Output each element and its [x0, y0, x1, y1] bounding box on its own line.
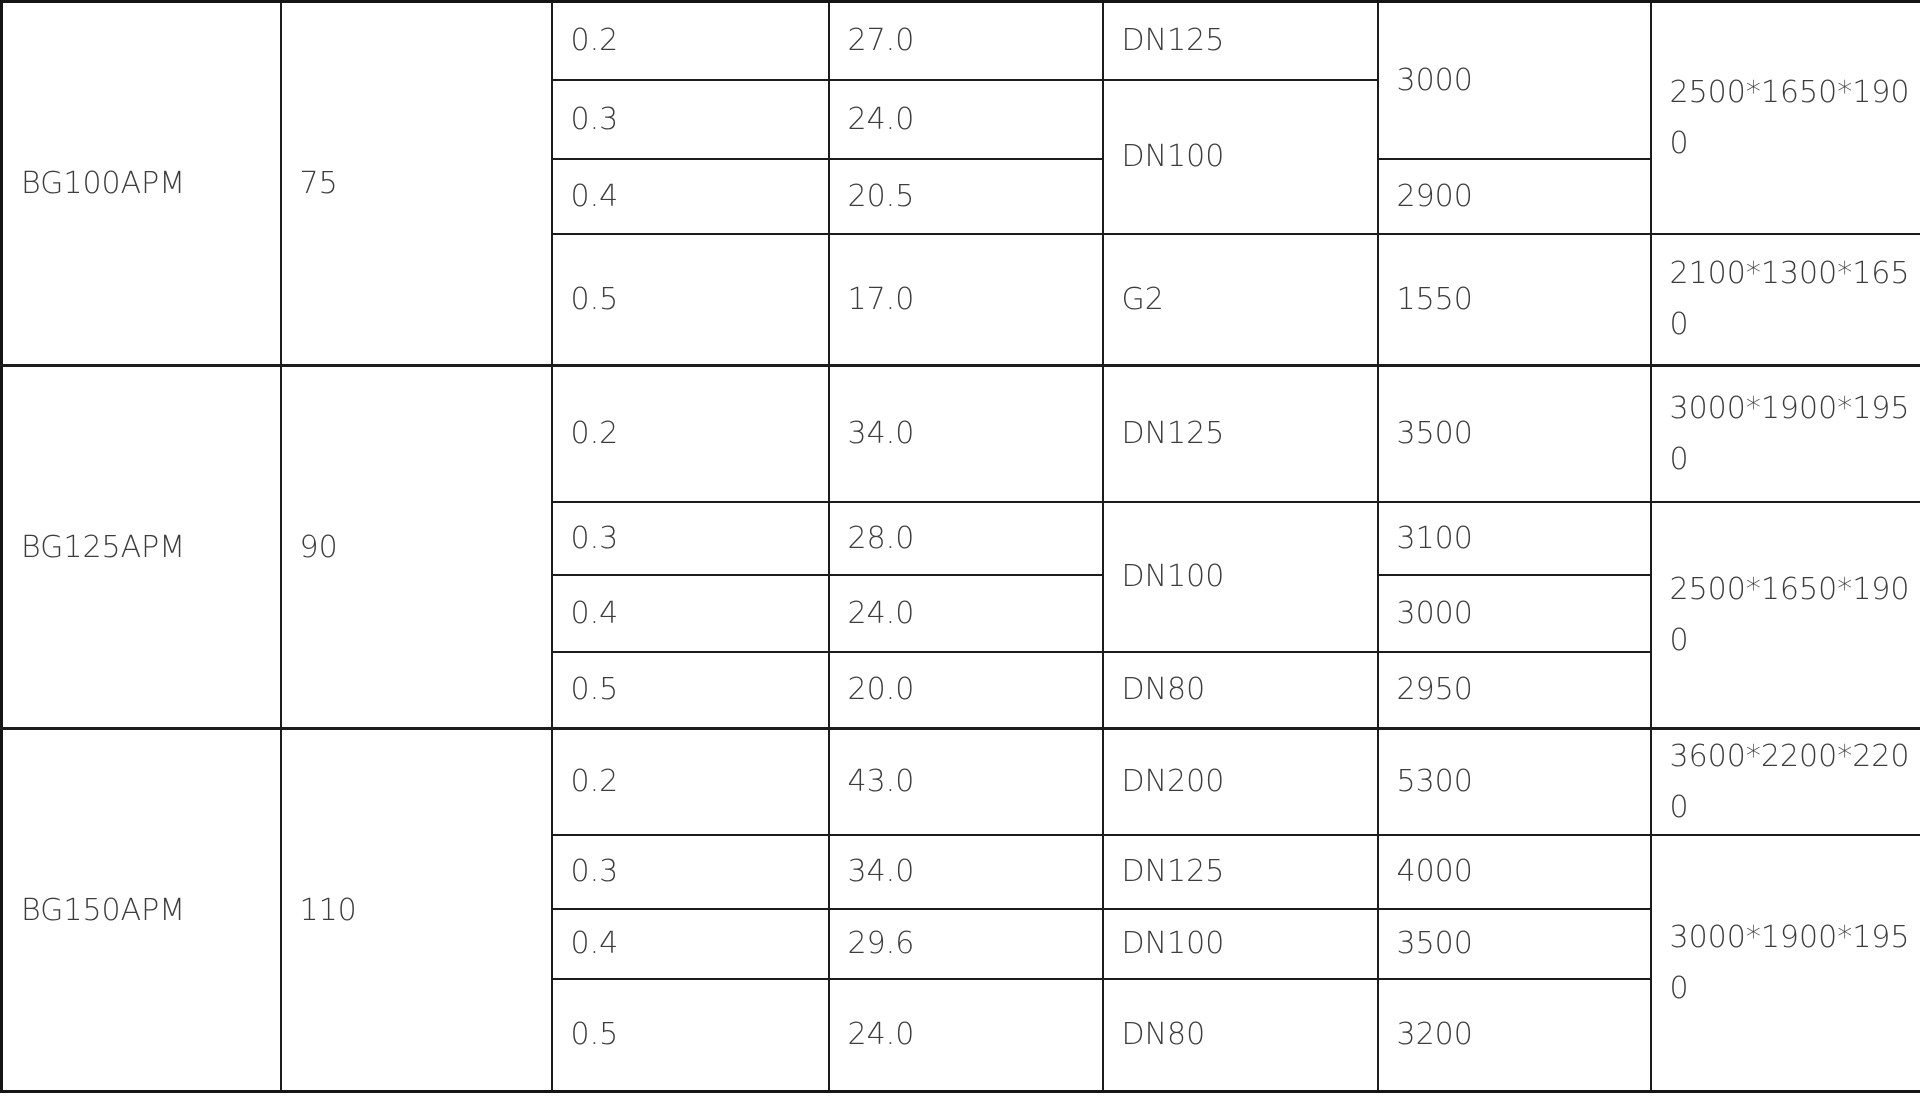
table-row: 0.4 24.0 3000	[2, 573, 1920, 653]
table-row: 0.3 24.0 DN100	[2, 78, 1920, 235]
weight-cell: 1550	[1376, 232, 1652, 367]
weight-cell: 2900	[1376, 157, 1652, 235]
power-cell: 75	[279, 0, 553, 367]
power-cell: 110	[279, 727, 553, 1093]
outlet-cell: DN125	[1101, 0, 1379, 81]
pressure-cell: 0.2	[550, 364, 830, 503]
table-row: 0.3 34.0 DN125 4000 3000*1900*1950	[2, 833, 1920, 1093]
weight-cell: 3500	[1376, 907, 1652, 980]
dimensions-cell: 2100*1300*1650	[1649, 232, 1920, 367]
outlet-cell: G2	[1101, 232, 1379, 367]
weight-cell: 5300	[1376, 727, 1652, 836]
flow-cell: 28.0	[827, 500, 1104, 576]
table-row: 0.5 20.0 DN80 2950	[2, 650, 1920, 730]
table-row: 0.5 24.0 DN80 3200	[2, 977, 1920, 1093]
dimensions-cell: 3000*1900*1950	[1649, 833, 1920, 1093]
weight-cell: 3100	[1376, 500, 1652, 576]
flow-cell: 27.0	[827, 0, 1104, 81]
flow-cell: 24.0	[827, 977, 1104, 1093]
weight-cell: 3500	[1376, 364, 1652, 503]
dimensions-cell: 2500*1650*1900	[1649, 500, 1920, 730]
table-row: BG150APM 110 0.2 43.0 DN200 5300 3600*22…	[0, 727, 1920, 1093]
outlet-cell: DN100	[1101, 500, 1379, 653]
weight-cell: 2950	[1376, 650, 1652, 730]
dimensions-cell: 3600*2200*2200	[1649, 727, 1920, 836]
pressure-cell: 0.4	[550, 157, 830, 235]
outlet-cell: DN100	[1101, 78, 1379, 235]
outlet-cell: DN80	[1101, 650, 1379, 730]
outlet-cell: DN80	[1101, 977, 1379, 1093]
table-row: 0.4 20.5 2900	[2, 157, 1920, 235]
pressure-cell: 0.5	[550, 232, 830, 367]
pressure-cell: 0.4	[550, 907, 830, 980]
outlet-cell: DN125	[1101, 833, 1379, 910]
flow-cell: 43.0	[827, 727, 1104, 836]
pressure-cell: 0.3	[550, 500, 830, 576]
pressure-cell: 0.4	[550, 573, 830, 653]
flow-cell: 29.6	[827, 907, 1104, 980]
flow-cell: 34.0	[827, 364, 1104, 503]
dimensions-cell: 2500*1650*1900	[1649, 0, 1920, 235]
flow-cell: 24.0	[827, 573, 1104, 653]
pressure-cell: 0.3	[550, 78, 830, 160]
pressure-cell: 0.5	[550, 650, 830, 730]
pressure-cell: 0.5	[550, 977, 830, 1093]
weight-cell: 3200	[1376, 977, 1652, 1093]
pressure-cell: 0.3	[550, 833, 830, 910]
weight-cell: 4000	[1376, 833, 1652, 910]
power-cell: 90	[279, 364, 553, 730]
pressure-cell: 0.2	[550, 0, 830, 81]
outlet-cell: DN100	[1101, 907, 1379, 980]
weight-cell: 3000	[1376, 0, 1652, 160]
outlet-cell: DN200	[1101, 727, 1379, 836]
model-cell: BG125APM	[0, 364, 282, 730]
outlet-cell: DN125	[1101, 364, 1379, 503]
model-cell: BG150APM	[0, 727, 282, 1093]
flow-cell: 24.0	[827, 78, 1104, 160]
table-row: BG125APM 90 0.2 34.0 DN125 3500 3000*190…	[0, 364, 1920, 730]
table-row: 0.5 17.0 G2 1550 2100*1300*1650	[2, 232, 1920, 367]
table-row: BG100APM 75 0.2 27.0 DN125 3000 2500*165…	[0, 0, 1920, 367]
pressure-cell: 0.2	[550, 727, 830, 836]
flow-cell: 20.0	[827, 650, 1104, 730]
flow-cell: 34.0	[827, 833, 1104, 910]
flow-cell: 17.0	[827, 232, 1104, 367]
model-cell: BG100APM	[0, 0, 282, 367]
weight-cell: 3000	[1376, 573, 1652, 653]
dimensions-cell: 3000*1900*1950	[1649, 364, 1920, 503]
flow-cell: 20.5	[827, 157, 1104, 235]
table-row: 0.3 28.0 DN100 3100 2500*1650*1900	[2, 500, 1920, 730]
table-row: 0.4 29.6 DN100 3500	[2, 907, 1920, 980]
